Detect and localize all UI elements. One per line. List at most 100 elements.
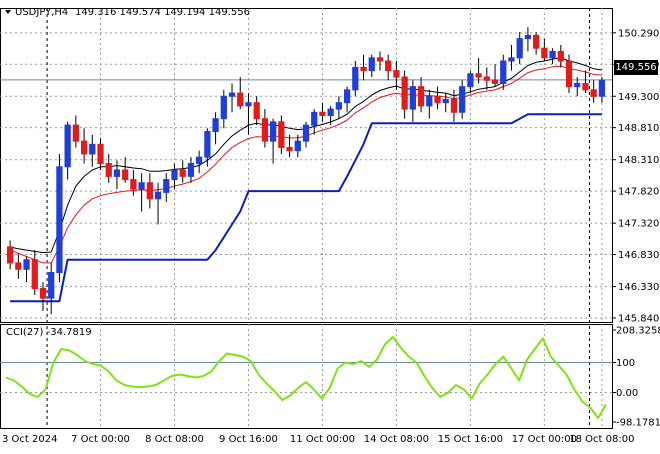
price-tick-label: 148.310 bbox=[618, 155, 659, 166]
symbol-dropdown-icon bbox=[5, 10, 11, 14]
candle-body bbox=[204, 131, 211, 158]
candle bbox=[343, 86, 351, 113]
candle bbox=[541, 38, 548, 62]
candle-body bbox=[393, 70, 400, 78]
price-tick-label: 148.810 bbox=[618, 123, 659, 134]
candle bbox=[508, 44, 515, 71]
candle-body bbox=[220, 95, 227, 120]
candle bbox=[516, 32, 523, 65]
candle bbox=[524, 27, 532, 52]
candle-body bbox=[442, 98, 449, 104]
candle bbox=[434, 86, 441, 110]
candle-body bbox=[352, 66, 359, 91]
price-tick-label: 145.840 bbox=[618, 314, 659, 325]
cci-tick-label: 208.3258 bbox=[616, 326, 660, 337]
candle bbox=[475, 57, 482, 84]
candle-body bbox=[311, 111, 318, 126]
candle-body bbox=[557, 50, 564, 62]
cci-tick-label: -98.1781 bbox=[616, 418, 660, 429]
price-tick-label: 150.290 bbox=[618, 28, 659, 39]
stop-line-series bbox=[10, 113, 602, 303]
cci-series bbox=[5, 336, 607, 419]
price-tick-label: 146.330 bbox=[618, 282, 659, 293]
ema-fast-series bbox=[9, 65, 602, 264]
candle bbox=[450, 89, 458, 122]
candle bbox=[417, 77, 425, 113]
candle bbox=[549, 48, 556, 65]
candle-body bbox=[146, 182, 153, 200]
candle bbox=[204, 128, 211, 167]
candle bbox=[154, 182, 162, 225]
candle-body bbox=[508, 57, 515, 62]
candle bbox=[122, 157, 129, 183]
candle bbox=[56, 153, 63, 283]
candle-body bbox=[516, 38, 523, 59]
candle bbox=[64, 121, 71, 180]
candle bbox=[130, 169, 137, 196]
candle-body bbox=[434, 95, 441, 104]
candle bbox=[352, 61, 359, 97]
candle-body bbox=[565, 60, 573, 88]
time-axis-label: 7 Oct 00:00 bbox=[71, 434, 130, 445]
cci-tick-label: 100 bbox=[616, 358, 635, 369]
candle bbox=[245, 93, 252, 135]
candle-body bbox=[122, 169, 129, 181]
price-tick-label: 149.300 bbox=[618, 92, 659, 103]
candle bbox=[80, 128, 88, 164]
candle bbox=[565, 54, 573, 94]
candle-body bbox=[80, 140, 88, 155]
candle bbox=[302, 121, 310, 148]
candle-body bbox=[39, 288, 47, 299]
candle-body bbox=[385, 60, 392, 72]
candle-body bbox=[541, 47, 548, 59]
candle bbox=[500, 54, 507, 90]
candle-body bbox=[56, 166, 63, 273]
candle bbox=[253, 96, 260, 126]
time-axis-label: 17 Oct 00:00 bbox=[512, 434, 577, 445]
candle-body bbox=[154, 191, 162, 200]
candle-body bbox=[450, 98, 458, 113]
candle-body bbox=[598, 79, 606, 97]
candle bbox=[261, 109, 269, 148]
candle bbox=[89, 134, 96, 167]
time-axis-label: 8 Oct 08:00 bbox=[145, 434, 204, 445]
candle-body bbox=[533, 34, 540, 49]
candle-body bbox=[426, 95, 433, 107]
candle-body bbox=[500, 60, 507, 84]
candle-body bbox=[269, 121, 277, 142]
candle-body bbox=[253, 102, 260, 120]
candle bbox=[138, 173, 145, 212]
candle-body bbox=[459, 86, 466, 113]
candle bbox=[574, 77, 581, 97]
candle-body bbox=[89, 143, 96, 155]
candle bbox=[467, 70, 474, 94]
candle bbox=[171, 163, 178, 190]
candle-body bbox=[245, 102, 252, 107]
price-tick-label: 146.830 bbox=[618, 250, 659, 261]
candle bbox=[39, 282, 47, 311]
candle bbox=[311, 109, 318, 135]
candle bbox=[196, 150, 203, 174]
candle bbox=[286, 134, 293, 158]
candle bbox=[335, 96, 343, 119]
candle bbox=[533, 32, 540, 55]
candle bbox=[442, 93, 449, 113]
candle bbox=[483, 67, 490, 90]
candle bbox=[15, 253, 22, 279]
candle-body bbox=[483, 76, 490, 81]
candle bbox=[31, 250, 38, 295]
candle-body bbox=[524, 34, 532, 40]
cci-pane-frame bbox=[0, 324, 613, 429]
time-axis-label: 15 Oct 16:00 bbox=[438, 434, 503, 445]
candle-body bbox=[105, 163, 112, 177]
candle-body bbox=[179, 169, 186, 177]
candle-body bbox=[343, 89, 351, 104]
candle-body bbox=[286, 147, 293, 152]
candle-body bbox=[261, 118, 269, 142]
candle-body bbox=[72, 124, 79, 142]
candle-body bbox=[15, 262, 22, 270]
ohlc-readout: 149.316 149.574 149.194 149.556 bbox=[75, 7, 250, 18]
candle bbox=[491, 64, 499, 87]
price-pane-frame bbox=[0, 8, 613, 323]
